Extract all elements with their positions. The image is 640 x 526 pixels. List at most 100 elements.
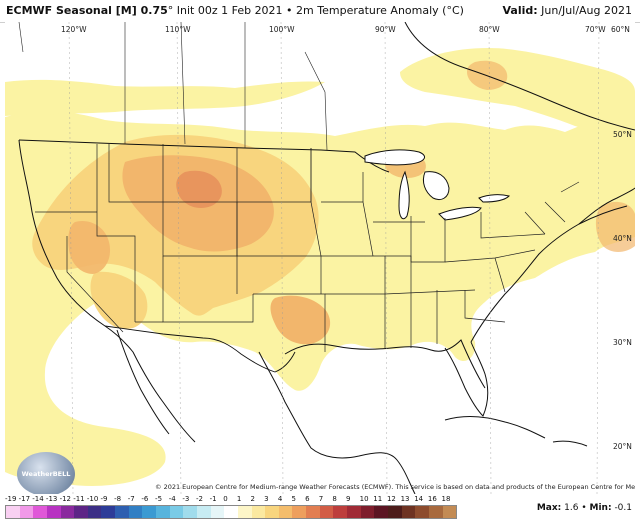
lat-label-50n: 50°N [613, 130, 632, 139]
lon-label-90w: 90°W [375, 25, 396, 34]
legend-tick-label: 16 [427, 495, 437, 503]
anomaly-region-northeast [400, 48, 635, 135]
legend-tick-label: -4 [168, 495, 176, 503]
legend-tick-label: 10 [359, 495, 369, 503]
florida [444, 341, 489, 417]
max-label: Max: [536, 503, 562, 513]
legend-swatch [210, 506, 225, 518]
lake-erie [438, 206, 482, 221]
legend-swatch [442, 506, 457, 518]
legend-swatch [224, 506, 238, 518]
map-canvas [5, 22, 635, 494]
valid-period: Valid: Jun/Jul/Aug 2021 [503, 4, 633, 17]
legend-tick-label: 4 [277, 495, 283, 503]
title-details: ° Init 00z 1 Feb 2021 • 2m Temperature A… [167, 4, 464, 17]
legend-swatch [87, 506, 102, 518]
cuba [444, 415, 546, 439]
map-title: ECMWF Seasonal [M] 0.75° Init 00z 1 Feb … [6, 4, 464, 17]
legend-swatch [415, 506, 429, 518]
lat-label-30n: 30°N [613, 338, 632, 347]
legend-swatch [101, 506, 116, 518]
legend-swatch [183, 506, 197, 518]
legend-tick-label: 0 [223, 495, 228, 503]
mexico-gulf-coast [258, 351, 416, 494]
legend-swatch [292, 506, 307, 518]
legend-tick-label: -17 [18, 495, 31, 503]
legend-swatch [387, 506, 402, 518]
baja-peninsula [116, 329, 170, 435]
maritime-coast [578, 187, 635, 225]
legend-tick-label: 9 [346, 495, 351, 503]
anomaly-region-great-basin [68, 220, 111, 274]
lake-huron [422, 171, 450, 201]
legend-tick-label: -3 [182, 495, 190, 503]
pacific-coast [18, 139, 196, 443]
legend-tick-label: -6 [141, 495, 149, 503]
valid-value: Jun/Jul/Aug 2021 [541, 4, 632, 17]
legend-tick-label: 7 [318, 495, 324, 503]
lon-label-100w: 100°W [269, 25, 295, 34]
legend-swatch [319, 506, 334, 518]
legend-swatch [251, 506, 266, 518]
legend-tick-label: -10 [86, 495, 99, 503]
legend-swatch [278, 506, 293, 518]
lon-label-80w: 80°W [479, 25, 500, 34]
legend-swatch [265, 506, 279, 518]
lat-label-60n: 60°N [611, 25, 630, 34]
legend-swatch [60, 506, 75, 518]
legend-tick-label: -5 [155, 495, 163, 503]
lake-superior [364, 149, 426, 166]
labrador-coast [404, 22, 635, 131]
lake-michigan [398, 170, 410, 220]
legend-tick-label: -2 [195, 495, 203, 503]
legend-swatch [19, 506, 34, 518]
legend-tick-label: 18 [441, 495, 451, 503]
anomaly-region-east-coast [595, 201, 635, 252]
state-borders [35, 144, 580, 352]
legend-swatch [237, 506, 252, 518]
legend-swatch [46, 506, 61, 518]
legend-swatch [333, 506, 348, 518]
anomaly-region-hot [176, 170, 222, 208]
legend-tick-label: 8 [332, 495, 337, 503]
lon-label-120w: 120°W [61, 25, 87, 34]
anomaly-region-southwest [90, 271, 148, 329]
coastlines [18, 22, 635, 494]
legend-tick-label: -12 [59, 495, 71, 503]
legend-tick-label: -7 [127, 495, 135, 503]
lat-label-40n: 40°N [613, 234, 632, 243]
legend-swatch [196, 506, 211, 518]
lon-label-110w: 110°W [165, 25, 191, 34]
legend-swatch [374, 506, 388, 518]
legend-swatch [347, 506, 361, 518]
legend-tick-label: -8 [114, 495, 122, 503]
legend-tick-label: 11 [373, 495, 383, 503]
legend-tick-label: 14 [414, 495, 424, 503]
color-scale-bar [5, 505, 457, 519]
legend-tick-label: -9 [100, 495, 108, 503]
legend-tick-label: 5 [291, 495, 296, 503]
max-value: 1.6 [564, 503, 579, 513]
legend-tick-label: 12 [386, 495, 396, 503]
legend-tick-label: -14 [32, 495, 44, 503]
min-value: -0.1 [614, 503, 632, 513]
great-lakes [364, 149, 510, 221]
valid-label: Valid: [502, 4, 538, 17]
legend-swatch [6, 506, 20, 518]
atlantic-coast [470, 205, 628, 343]
legend-tick-label: -13 [45, 495, 58, 503]
us-mexico-border [104, 325, 296, 373]
legend-swatch [360, 506, 375, 518]
legend-tick-label: 3 [264, 495, 269, 503]
graticule [68, 22, 600, 494]
us-canada-border [18, 139, 390, 173]
hispaniola [552, 440, 588, 447]
legend-tick-label: -1 [209, 495, 217, 503]
legend-swatch [115, 506, 129, 518]
weatherbell-logo: WeatherBELL [17, 452, 75, 494]
model-name: ECMWF Seasonal [M] 0.75 [6, 4, 168, 17]
anomaly-map[interactable]: 120°W 110°W 100°W 90°W 80°W 70°W 60°N 50… [5, 22, 635, 494]
lon-label-70w: 70°W [585, 25, 606, 34]
copyright-notice: © 2021 European Centre for Medium-range … [155, 483, 635, 491]
